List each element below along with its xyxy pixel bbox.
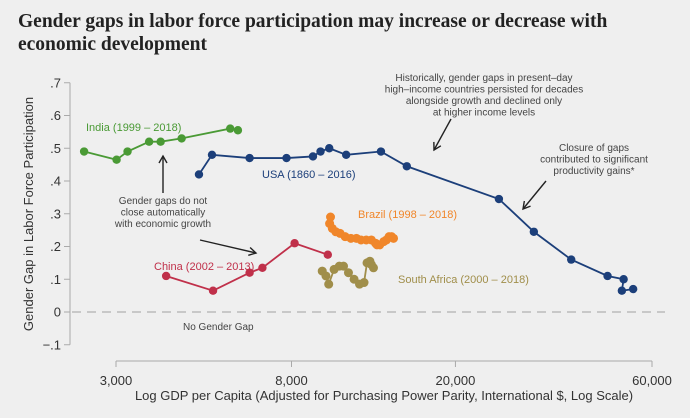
no-gap-label: No Gender Gap (183, 322, 254, 333)
annotation-text: at higher income levels (433, 108, 535, 119)
data-point-usa (316, 147, 325, 156)
series-line-china (165, 242, 329, 292)
x-tick-label: 20,000 (436, 373, 476, 388)
data-point-usa (567, 255, 576, 264)
y-tick-label: .5 (50, 141, 61, 156)
annotation-text: Gender gaps do not (119, 196, 208, 207)
axes: .7 .6 .5 .4 .3 .2 .1 0 −.1 3,000 8,000 20,000 60,000 (43, 75, 672, 388)
series-usa (194, 144, 638, 295)
series-label-india: India (1999 – 2018) (86, 122, 181, 134)
chart-title: Gender gaps in labor force participation… (18, 11, 608, 55)
y-tick-label: .3 (50, 206, 61, 221)
annotation-text: close automatically (121, 208, 205, 219)
annotation-text: contributed to significant (540, 155, 648, 166)
series-south-africa (317, 256, 378, 289)
data-point-usa (628, 284, 638, 294)
data-point-india (226, 124, 235, 133)
annotation-text: with economic growth (114, 219, 211, 230)
y-tick-label: .2 (50, 239, 61, 254)
x-tick-label: 8,000 (275, 373, 308, 388)
arrow-icon (522, 180, 547, 211)
y-axis-title: Gender Gap in Labor Force Participation (21, 97, 36, 331)
data-point-usa (308, 152, 318, 161)
annotation-text: high–income countries persisted for deca… (385, 85, 583, 96)
data-point-south-africa (339, 261, 349, 271)
data-point-usa (282, 153, 291, 163)
data-point-china (208, 286, 218, 295)
data-point-usa (619, 275, 628, 284)
data-point-brazil (389, 233, 399, 243)
y-tick-label: .1 (50, 272, 61, 287)
y-tick-label: .7 (50, 75, 61, 90)
y-tick-label: .6 (50, 108, 61, 123)
data-point-india (79, 147, 89, 156)
series-labels: India (1999 – 2018) USA (1860 – 2016) Chin… (86, 122, 529, 286)
data-point-usa (194, 170, 204, 179)
data-point-usa (529, 227, 539, 236)
data-point-china (161, 271, 171, 281)
data-point-india (177, 134, 186, 143)
data-point-usa (325, 144, 334, 153)
x-tick-label: 3,000 (100, 373, 133, 388)
data-point-india (123, 147, 132, 156)
data-point-south-africa (324, 279, 334, 289)
data-point-usa (402, 162, 412, 171)
y-tick-label: 0 (54, 305, 61, 320)
x-tick-label: 60,000 (632, 373, 672, 388)
data-point-south-africa (359, 278, 369, 288)
annotation-text: Historically, gender gaps in present–day (395, 73, 572, 84)
annotation-text: Closure of gaps (559, 143, 629, 154)
data-point-usa (341, 150, 351, 159)
y-tick-label: .4 (50, 174, 61, 189)
series-label-china: China (2002 – 2013) (154, 261, 254, 273)
data-point-china (290, 239, 299, 248)
series-group (79, 124, 638, 295)
data-point-usa (207, 150, 217, 159)
data-point-china (323, 250, 333, 259)
data-point-india (144, 137, 154, 146)
annotations: Historically, gender gaps in present–day… (114, 73, 648, 256)
series-label-brazil: Brazil (1998 – 2018) (358, 209, 457, 221)
data-point-china (245, 268, 254, 277)
series-label-south-africa: South Africa (2000 – 2018) (398, 274, 529, 286)
data-point-india (156, 137, 165, 146)
annotation-text: productivity gains* (553, 166, 634, 177)
data-point-india (233, 126, 243, 135)
annotation-historically: Historically, gender gaps in present–day… (385, 73, 583, 152)
annotation-text: alongside growth and declined only (406, 96, 562, 107)
data-point-india (112, 155, 121, 164)
y-tick-label: −.1 (43, 337, 61, 352)
data-point-china (258, 263, 267, 272)
series-china (161, 239, 333, 295)
data-point-south-africa (321, 271, 331, 281)
data-point-south-africa (368, 263, 378, 273)
data-point-usa (603, 271, 612, 281)
series-brazil (325, 212, 399, 250)
x-axis-title: Log GDP per Capita (Adjusted for Purchas… (135, 388, 633, 403)
arrow-icon (199, 239, 258, 256)
data-point-south-africa (343, 268, 353, 278)
data-point-usa (617, 286, 627, 295)
data-point-usa (245, 153, 254, 163)
data-point-brazil (326, 212, 336, 222)
series-india (79, 124, 243, 164)
arrow-icon (433, 118, 452, 152)
reference-line: No Gender Gap (72, 311, 665, 333)
data-point-usa (376, 147, 386, 156)
series-label-usa: USA (1860 – 2016) (262, 169, 356, 181)
data-point-usa (494, 194, 504, 204)
